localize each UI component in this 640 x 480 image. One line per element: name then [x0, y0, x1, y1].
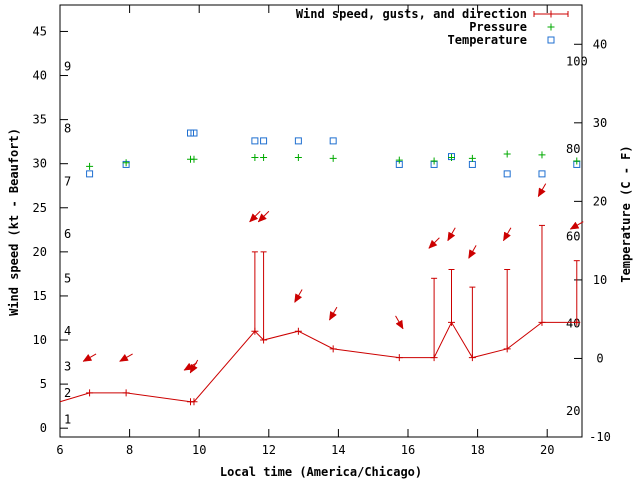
- x-tick-label: 16: [401, 443, 415, 457]
- fahrenheit-label: 20: [566, 404, 580, 418]
- temperature-point: [329, 137, 337, 145]
- x-tick-label: 6: [56, 443, 63, 457]
- pressure-point: [538, 151, 546, 159]
- legend-wind-label: Wind speed, gusts, and direction: [296, 7, 527, 21]
- beaufort-label: 3: [64, 359, 71, 373]
- y-right-tick-label: 10: [593, 273, 607, 287]
- wind-arrow-head: [82, 353, 93, 362]
- beaufort-labels: 1 2 3 4 5 6 7 8 9: [64, 60, 71, 427]
- pressure-point: [448, 154, 455, 162]
- y-left-tick-label: 15: [33, 289, 47, 303]
- pressure-point: [251, 154, 259, 162]
- y-left-tick-label: 5: [40, 377, 47, 391]
- x-tick-label: 10: [192, 443, 206, 457]
- wind-series: [59, 224, 581, 406]
- y-axis-left-title: Wind speed (kt - Beaufort): [7, 128, 21, 316]
- pressure-point: [122, 159, 130, 167]
- y-right-tick-label: -10: [589, 430, 611, 444]
- x-tick-label: 18: [470, 443, 484, 457]
- y-left-tick-label: 30: [33, 157, 47, 171]
- wind-arrow-head: [468, 249, 477, 259]
- beaufort-label: 8: [64, 121, 71, 135]
- temperature-point: [260, 137, 268, 145]
- y-right-tick-label: 40: [593, 37, 607, 51]
- wind-speed-point: [395, 354, 403, 362]
- beaufort-label: 9: [64, 60, 71, 74]
- y-right-tick-label: 0: [596, 351, 603, 365]
- beaufort-label: 1: [64, 412, 71, 426]
- plot-area: [59, 4, 583, 438]
- x-tick-label: 20: [540, 443, 554, 457]
- x-axis-title: Local time (America/Chicago): [220, 465, 422, 479]
- y-left-tick-label: 20: [33, 245, 47, 259]
- pressure-point: [503, 150, 511, 158]
- y-left-tick-label: 45: [33, 24, 47, 38]
- wind-arrow-head: [537, 187, 546, 198]
- beaufort-label: 6: [64, 227, 71, 241]
- y-left-tick-label: 25: [33, 201, 47, 215]
- y-left-tick-label: 35: [33, 113, 47, 127]
- pressure-point: [260, 154, 268, 162]
- pressure-point: [573, 157, 581, 165]
- temperature-series: [86, 129, 581, 178]
- temperature-point: [538, 170, 546, 178]
- pressure-point: [430, 157, 438, 165]
- beaufort-label: 2: [64, 386, 71, 400]
- pressure-point: [329, 154, 337, 162]
- legend-wind-symbol: [547, 10, 555, 18]
- fahrenheit-label: 40: [566, 317, 580, 331]
- fahrenheit-label: 100: [566, 55, 588, 69]
- y-left-tick-label: 10: [33, 333, 47, 347]
- wind-arrow-head: [569, 221, 580, 230]
- y-right-tick-label: 20: [593, 194, 607, 208]
- wind-arrow-head: [503, 231, 511, 242]
- beaufort-label: 5: [64, 271, 71, 285]
- wind-arrow-head: [189, 363, 198, 374]
- wind-speed-point: [122, 389, 130, 397]
- wind-direction-arrows: [82, 183, 584, 374]
- pressure-point: [468, 154, 476, 162]
- beaufort-label: 7: [64, 174, 71, 188]
- wind-arrow-head: [249, 213, 259, 223]
- wind-speed-point: [329, 345, 337, 353]
- temperature-point: [503, 170, 511, 178]
- y-axis-right-title: Temperature (C - F): [619, 145, 633, 282]
- pressure-series: [86, 150, 581, 170]
- wind-speed-point: [190, 398, 198, 406]
- beaufort-label: 4: [64, 324, 71, 338]
- temperature-point: [86, 170, 94, 178]
- wind-speed-line: [59, 321, 577, 403]
- temperature-point: [190, 129, 198, 137]
- fahrenheit-label: 80: [566, 142, 580, 156]
- wind-arrow-head: [329, 310, 337, 321]
- wind-arrow-head: [119, 353, 129, 362]
- wind-arrow-head: [294, 293, 303, 303]
- legend: Wind speed, gusts, and direction Pressur…: [296, 7, 569, 47]
- fahrenheit-label: 60: [566, 229, 580, 243]
- legend-temperature-label: Temperature: [448, 33, 527, 47]
- legend-temperature-symbol: [547, 36, 555, 44]
- x-tick-label: 12: [262, 443, 276, 457]
- wind-arrow-head: [395, 319, 404, 330]
- pressure-point: [86, 162, 94, 170]
- y-left-tick-label: 40: [33, 69, 47, 83]
- y-left-tick-label: 0: [40, 421, 47, 435]
- axis-ticks: 6 8 10 12 14 16 18 20051015202530354045-1001020…: [33, 5, 611, 457]
- pressure-point: [395, 156, 403, 164]
- wind-arrow-head: [428, 239, 438, 249]
- pressure-point: [294, 154, 302, 162]
- x-tick-label: 14: [331, 443, 345, 457]
- pressure-point: [190, 155, 198, 163]
- x-tick-label: 8: [126, 443, 133, 457]
- temperature-point: [294, 137, 302, 145]
- legend-pressure-symbol: [547, 23, 555, 31]
- legend-pressure-label: Pressure: [469, 20, 527, 34]
- wind-arrow-head: [257, 213, 267, 223]
- wind-speed-point: [294, 327, 302, 335]
- temperature-point: [251, 137, 259, 145]
- y-right-tick-label: 30: [593, 116, 607, 130]
- wind-arrow-head: [447, 231, 456, 242]
- wind-speed-point: [86, 389, 94, 397]
